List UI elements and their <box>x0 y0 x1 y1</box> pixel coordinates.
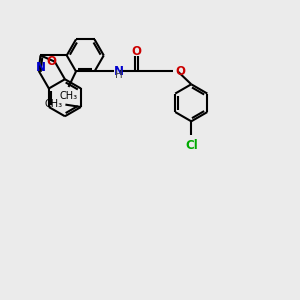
Text: O: O <box>131 45 141 58</box>
Text: O: O <box>46 55 56 68</box>
Text: CH₃: CH₃ <box>45 99 63 109</box>
Text: N: N <box>114 64 124 78</box>
Text: O: O <box>175 65 185 78</box>
Text: N: N <box>35 61 46 74</box>
Text: Cl: Cl <box>185 139 198 152</box>
Text: H: H <box>116 70 123 80</box>
Text: CH₃: CH₃ <box>59 91 78 100</box>
